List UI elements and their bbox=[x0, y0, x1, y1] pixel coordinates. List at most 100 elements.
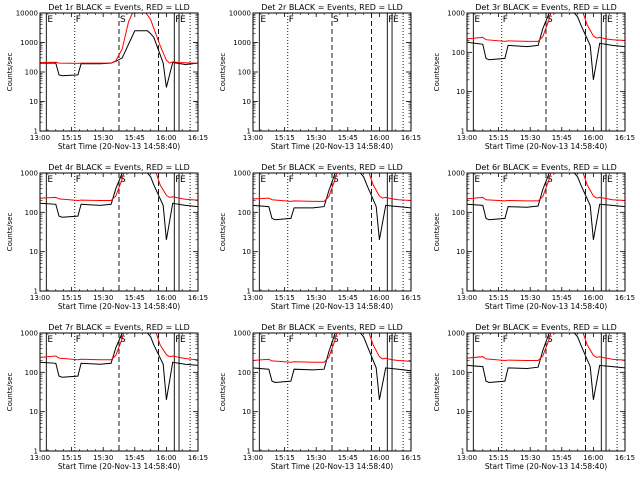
y-tick-label: 10 bbox=[29, 408, 38, 416]
event-marker-label: F bbox=[388, 15, 393, 25]
y-axis-label: Counts/sec bbox=[433, 373, 441, 412]
y-tick-label: 100 bbox=[452, 49, 465, 57]
y-tick-label: 10 bbox=[456, 88, 465, 96]
chart-panel-9: Det 9r BLACK = Events, RED = LLD Start Ti… bbox=[433, 323, 635, 471]
series-group bbox=[40, 333, 198, 400]
x-axis-label: Start Time (20-Nov-13 14:58:40) bbox=[58, 142, 180, 151]
series-group bbox=[467, 173, 625, 240]
event-marker-label: E bbox=[180, 335, 186, 345]
y-tick-label: 10 bbox=[242, 98, 251, 106]
events-series-line bbox=[467, 173, 625, 240]
y-tick-label: 1000 bbox=[20, 330, 38, 338]
event-marker-label: F bbox=[289, 335, 294, 345]
event-marker-label: S bbox=[333, 15, 339, 25]
lld-series-line bbox=[467, 333, 625, 362]
event-marker-label: F bbox=[76, 335, 81, 345]
y-tick-label: 1 bbox=[461, 288, 465, 296]
y-tick-label: 1000 bbox=[447, 10, 465, 18]
x-tick-label: 15:30 bbox=[93, 134, 113, 142]
event-marker-label: F bbox=[388, 175, 393, 185]
x-tick-label: 16:15 bbox=[188, 134, 208, 142]
event-marker-label: F bbox=[289, 15, 294, 25]
event-marker-label: F bbox=[602, 15, 607, 25]
x-tick-label: 15:30 bbox=[306, 294, 326, 302]
y-tick-label: 10 bbox=[456, 408, 465, 416]
event-marker-label: E bbox=[47, 175, 53, 185]
x-axis-label: Start Time (20-Nov-13 14:58:40) bbox=[485, 462, 607, 471]
chart-title: Det 1r BLACK = Events, RED = LLD bbox=[48, 3, 190, 12]
event-marker-label: S bbox=[333, 335, 339, 345]
plot-frame bbox=[466, 332, 626, 452]
x-axis-label: Start Time (20-Nov-13 14:58:40) bbox=[271, 142, 393, 151]
event-marker-label: F bbox=[602, 175, 607, 185]
x-tick-label: 13:00 bbox=[457, 134, 477, 142]
y-tick-label: 100 bbox=[452, 369, 465, 377]
x-tick-label: 15:15 bbox=[62, 134, 82, 142]
lld-series-line bbox=[467, 13, 625, 42]
x-tick-label: 16:15 bbox=[188, 454, 208, 462]
x-tick-label: 15:45 bbox=[125, 454, 145, 462]
plot-frame bbox=[39, 172, 199, 292]
y-tick-label: 1 bbox=[34, 448, 38, 456]
y-axis-label: Counts/sec bbox=[6, 213, 14, 252]
x-tick-label: 15:30 bbox=[93, 454, 113, 462]
chart-panel-5: Det 5r BLACK = Events, RED = LLD Start Ti… bbox=[219, 163, 421, 311]
plot-frame bbox=[39, 12, 199, 132]
chart-title: Det 4r BLACK = Events, RED = LLD bbox=[48, 163, 190, 172]
y-tick-label: 1 bbox=[461, 128, 465, 136]
event-marker-label: E bbox=[474, 335, 480, 345]
event-marker-label: F bbox=[503, 15, 508, 25]
event-marker-label: S bbox=[547, 335, 553, 345]
chart-panel-2: Det 2r BLACK = Events, RED = LLD Start Ti… bbox=[219, 3, 421, 151]
x-tick-label: 15:15 bbox=[489, 294, 509, 302]
plot-frame bbox=[252, 332, 412, 452]
x-tick-label: 15:30 bbox=[520, 294, 540, 302]
x-tick-label: 15:45 bbox=[338, 454, 358, 462]
y-tick-label: 1000 bbox=[233, 170, 251, 178]
events-series-line bbox=[40, 333, 198, 400]
x-tick-label: 15:15 bbox=[275, 294, 295, 302]
plot-frame bbox=[252, 12, 412, 132]
y-tick-label: 1000 bbox=[233, 330, 251, 338]
x-tick-label: 16:00 bbox=[369, 134, 389, 142]
x-tick-label: 15:15 bbox=[62, 294, 82, 302]
y-tick-label: 1 bbox=[34, 128, 38, 136]
x-tick-label: 13:00 bbox=[243, 454, 263, 462]
y-tick-label: 1000 bbox=[233, 39, 251, 47]
event-marker-label: E bbox=[607, 15, 613, 25]
event-marker-label: E bbox=[260, 175, 266, 185]
x-axis-label: Start Time (20-Nov-13 14:58:40) bbox=[58, 462, 180, 471]
x-tick-label: 16:00 bbox=[156, 454, 176, 462]
y-axis-label: Counts/sec bbox=[433, 53, 441, 92]
x-tick-label: 15:30 bbox=[93, 294, 113, 302]
x-tick-label: 15:45 bbox=[338, 294, 358, 302]
event-marker-label: E bbox=[260, 335, 266, 345]
plot-frame bbox=[466, 172, 626, 292]
y-tick-label: 1000 bbox=[447, 170, 465, 178]
x-tick-label: 13:00 bbox=[457, 454, 477, 462]
event-marker-label: E bbox=[180, 175, 186, 185]
y-tick-label: 10 bbox=[29, 248, 38, 256]
y-tick-label: 1 bbox=[247, 128, 251, 136]
x-axis-label: Start Time (20-Nov-13 14:58:40) bbox=[485, 302, 607, 311]
y-tick-label: 1000 bbox=[20, 39, 38, 47]
events-series-line bbox=[40, 173, 198, 240]
event-marker-label: F bbox=[289, 175, 294, 185]
x-axis-label: Start Time (20-Nov-13 14:58:40) bbox=[58, 302, 180, 311]
y-tick-label: 100 bbox=[25, 209, 38, 217]
event-marker-label: S bbox=[333, 175, 339, 185]
lld-series-line bbox=[40, 13, 198, 64]
event-marker-label: E bbox=[47, 335, 53, 345]
chart-panel-1: Det 1r BLACK = Events, RED = LLD Start Ti… bbox=[6, 3, 208, 151]
event-marker-label: E bbox=[260, 15, 266, 25]
x-tick-label: 15:45 bbox=[552, 454, 572, 462]
chart-panel-8: Det 8r BLACK = Events, RED = LLD Start Ti… bbox=[219, 323, 421, 471]
x-tick-label: 16:00 bbox=[369, 454, 389, 462]
event-marker-label: E bbox=[393, 175, 399, 185]
event-marker-label: F bbox=[175, 175, 180, 185]
x-tick-label: 16:00 bbox=[156, 294, 176, 302]
plot-frame bbox=[252, 172, 412, 292]
y-tick-label: 10 bbox=[242, 248, 251, 256]
x-tick-label: 16:00 bbox=[156, 134, 176, 142]
